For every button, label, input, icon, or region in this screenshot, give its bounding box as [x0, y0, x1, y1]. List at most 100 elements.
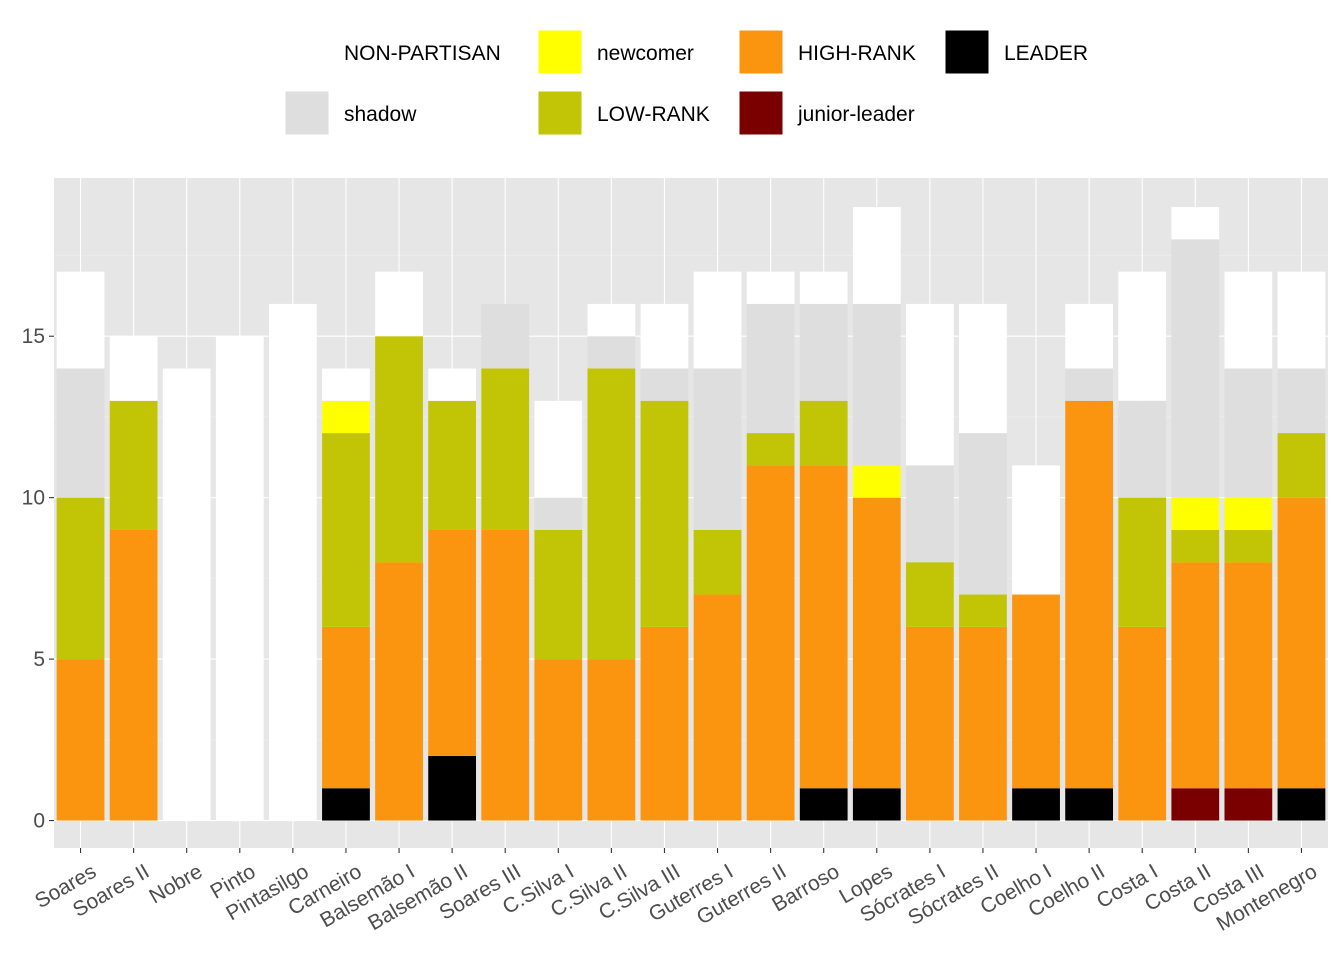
bar-montenegro-non-partisan	[1277, 271, 1326, 369]
bar-barroso-low-rank	[799, 400, 848, 466]
bar-costa-i-high-rank	[1118, 626, 1167, 821]
bar-c-silva-iii-non-partisan	[640, 303, 689, 369]
bar-coelho-ii-high-rank	[1065, 400, 1114, 789]
bar-carneiro-non-partisan	[322, 368, 370, 401]
bar-socrates-i-high-rank	[905, 626, 954, 821]
bar-costa-iii-junior-leader	[1224, 788, 1273, 821]
bar-coelho-i-non-partisan	[1012, 465, 1060, 595]
bar-c-silva-ii-low-rank	[587, 368, 636, 660]
bar-carneiro-high-rank	[322, 626, 370, 789]
bar-c-silva-iii-low-rank	[640, 400, 689, 627]
bar-costa-ii-low-rank	[1171, 529, 1220, 563]
bar-soares-high-rank	[56, 659, 105, 821]
bar-costa-ii-junior-leader	[1171, 788, 1220, 821]
bar-socrates-ii-low-rank	[959, 594, 1007, 627]
bar-carneiro-newcomer	[322, 400, 370, 434]
bar-socrates-i-shadow	[905, 465, 954, 563]
bar-soares-ii-high-rank	[109, 529, 158, 821]
legend-item-low-rank: LOW-RANK	[537, 90, 710, 136]
bar-c-silva-ii-non-partisan	[587, 303, 636, 337]
legend-label-non-partisan: NON-PARTISAN	[344, 42, 501, 65]
bar-pinto-non-partisan	[215, 336, 264, 821]
bar-montenegro-high-rank	[1277, 497, 1326, 789]
bar-soares-low-rank	[56, 497, 105, 660]
bar-c-silva-i-high-rank	[534, 659, 583, 821]
bar-c-silva-iii-high-rank	[640, 626, 689, 821]
bar-coelho-ii-non-partisan	[1065, 303, 1114, 369]
y-tick-label-0: 0	[33, 810, 45, 833]
bar-nobre-non-partisan	[162, 368, 211, 821]
bar-costa-i-shadow	[1118, 400, 1167, 498]
bar-socrates-ii-high-rank	[959, 626, 1007, 821]
bar-costa-iii-high-rank	[1224, 562, 1273, 789]
bar-guterres-i-non-partisan	[693, 271, 742, 369]
bar-soares-iii-high-rank	[481, 529, 530, 821]
legend-key-newcomer	[537, 29, 583, 75]
bar-c-silva-i-non-partisan	[534, 400, 583, 498]
legend-item-high-rank: HIGH-RANK	[738, 29, 916, 75]
bar-costa-ii-non-partisan	[1171, 207, 1220, 240]
legend-label-low-rank: LOW-RANK	[597, 103, 710, 126]
bar-lopes-newcomer	[852, 465, 901, 498]
bar-balsemao-ii-leader	[428, 755, 477, 821]
legend-label-shadow: shadow	[344, 103, 417, 126]
bar-c-silva-i-low-rank	[534, 529, 583, 660]
bar-soares-iii-shadow	[481, 303, 530, 369]
bar-costa-ii-shadow	[1171, 239, 1220, 498]
legend: NON-PARTISAN shadow newcomer LOW-RANK HIGH-R…	[284, 29, 1088, 136]
legend-key-shadow	[284, 90, 330, 136]
bar-lopes-high-rank	[852, 497, 901, 789]
legend-item-non-partisan: NON-PARTISAN	[284, 29, 501, 75]
bar-carneiro-low-rank	[322, 433, 370, 627]
bar-lopes-shadow	[852, 303, 901, 466]
legend-key-leader	[944, 29, 990, 75]
bar-costa-iii-non-partisan	[1224, 271, 1273, 369]
y-tick-label-15: 15	[22, 325, 45, 348]
bar-balsemao-i-high-rank	[375, 562, 423, 821]
legend-item-newcomer: newcomer	[537, 29, 694, 75]
bar-soares-shadow	[56, 368, 105, 498]
bar-pintasilgo-non-partisan	[268, 303, 317, 821]
bar-costa-iii-low-rank	[1224, 529, 1273, 563]
bar-carneiro-leader	[322, 788, 370, 821]
bar-costa-iii-shadow	[1224, 368, 1273, 498]
legend-label-junior-leader: junior-leader	[797, 103, 915, 126]
bar-costa-i-non-partisan	[1118, 271, 1167, 401]
bar-barroso-high-rank	[799, 465, 848, 789]
bar-balsemao-ii-low-rank	[428, 400, 477, 530]
bar-soares-iii-low-rank	[481, 368, 530, 530]
bar-barroso-non-partisan	[799, 271, 848, 304]
bar-balsemao-i-non-partisan	[375, 271, 423, 337]
bar-c-silva-ii-shadow	[587, 336, 636, 369]
legend-label-leader: LEADER	[1004, 42, 1088, 65]
bar-guterres-i-high-rank	[693, 594, 742, 821]
bar-soares-ii-low-rank	[109, 400, 158, 530]
bar-balsemao-i-low-rank	[375, 336, 423, 563]
bar-c-silva-i-shadow	[534, 497, 583, 530]
legend-item-shadow: shadow	[284, 90, 417, 136]
bar-coelho-ii-shadow	[1065, 368, 1114, 401]
bar-costa-ii-high-rank	[1171, 562, 1220, 789]
bar-montenegro-low-rank	[1277, 433, 1326, 498]
bar-guterres-ii-non-partisan	[746, 271, 795, 304]
legend-label-high-rank: HIGH-RANK	[798, 42, 916, 65]
bar-coelho-i-high-rank	[1012, 594, 1060, 789]
bar-balsemao-ii-high-rank	[428, 529, 477, 756]
bar-soares-ii-non-partisan	[109, 336, 158, 401]
bar-socrates-ii-shadow	[959, 433, 1007, 595]
y-tick-label-10: 10	[22, 487, 45, 510]
bar-guterres-i-low-rank	[693, 529, 742, 595]
bar-guterres-ii-shadow	[746, 303, 795, 434]
legend-label-newcomer: newcomer	[597, 42, 694, 65]
bar-lopes-non-partisan	[852, 207, 901, 304]
bar-guterres-i-shadow	[693, 368, 742, 530]
bar-socrates-i-low-rank	[905, 562, 954, 627]
bar-guterres-ii-low-rank	[746, 433, 795, 466]
bar-guterres-ii-high-rank	[746, 465, 795, 821]
y-tick-label-5: 5	[33, 648, 45, 671]
bar-soares-non-partisan	[56, 271, 105, 369]
bar-montenegro-shadow	[1277, 368, 1326, 434]
bars	[56, 207, 1326, 821]
